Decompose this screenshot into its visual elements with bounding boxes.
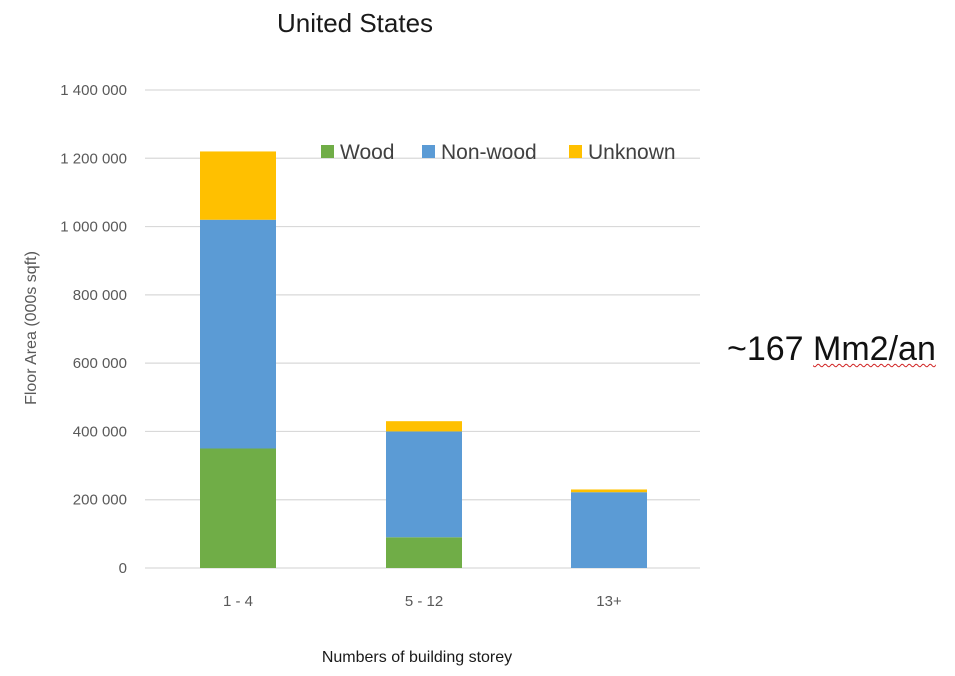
bars — [200, 151, 647, 568]
bar-non-wood — [200, 219, 276, 449]
x-axis-ticks: 1 - 4 5 - 12 13+ — [223, 593, 622, 610]
annotation-text: ~167 Mm2/an — [727, 330, 936, 369]
y-tick-label: 600 000 — [73, 355, 127, 372]
bar-unknown — [571, 489, 647, 493]
annotation-prefix: ~167 — [727, 330, 814, 368]
y-tick-label: 1 400 000 — [60, 82, 127, 99]
bar-non-wood — [571, 492, 647, 568]
annotation-unit: Mm2/an — [813, 330, 936, 368]
legend: Wood Non-wood Unknown — [321, 141, 676, 164]
bar-wood — [200, 448, 276, 568]
y-tick-label: 1 000 000 — [60, 219, 127, 236]
y-tick-label: 400 000 — [73, 423, 127, 440]
y-axis-ticks: 0 200 000 400 000 600 000 800 000 1 000 000 1 … — [60, 82, 127, 577]
y-tick-label: 1 200 000 — [60, 150, 127, 167]
bar-non-wood — [386, 431, 462, 538]
y-tick-label: 0 — [119, 560, 127, 577]
legend-swatch — [422, 145, 435, 158]
y-axis-label: Floor Area (000s sqft) — [23, 251, 40, 405]
bar-unknown — [200, 151, 276, 220]
legend-swatch — [569, 145, 582, 158]
y-tick-label: 200 000 — [73, 492, 127, 509]
x-tick-label: 1 - 4 — [223, 593, 253, 610]
legend-swatch — [321, 145, 334, 158]
bar-wood — [386, 537, 462, 568]
x-tick-label: 13+ — [596, 593, 622, 610]
y-tick-label: 800 000 — [73, 287, 127, 304]
bar-unknown — [386, 421, 462, 432]
legend-label: Unknown — [588, 141, 676, 164]
chart-title: United States — [277, 8, 433, 38]
x-tick-label: 5 - 12 — [405, 593, 443, 610]
x-axis-label: Numbers of building storey — [322, 649, 512, 666]
legend-label: Wood — [340, 141, 394, 164]
legend-label: Non-wood — [441, 141, 537, 164]
